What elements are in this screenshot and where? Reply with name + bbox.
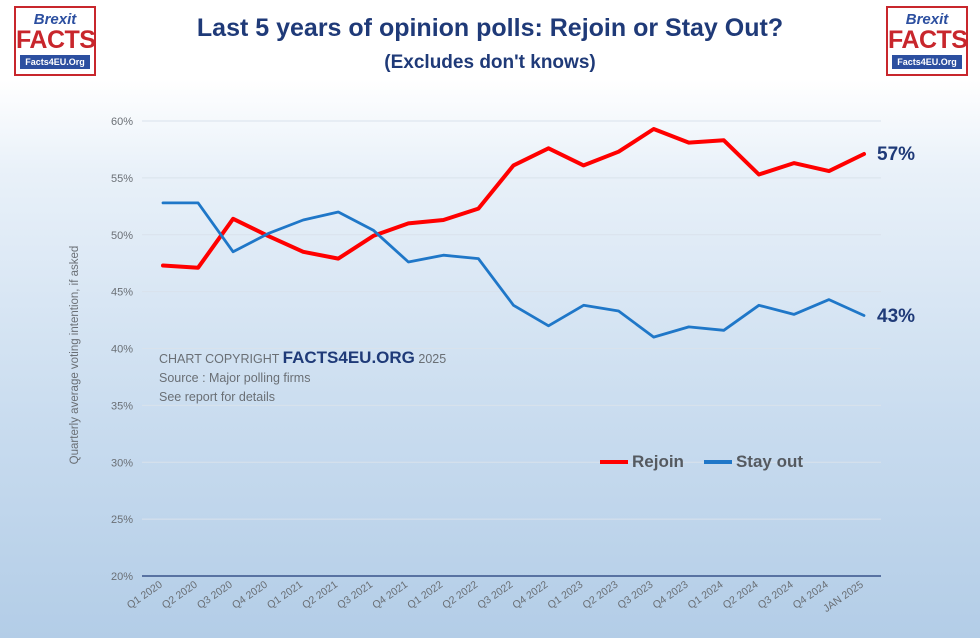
y-tick-label: 30% [111,457,133,469]
gridlines [142,120,881,577]
x-tick-label: Q4 2020 [230,579,270,612]
y-tick-label: 50% [111,230,133,242]
stay-out-end-label: 43% [877,306,916,327]
y-tick-label: 25% [111,514,133,526]
series-lines [161,127,866,339]
copyright-brand: FACTS4EU.ORG [282,348,415,367]
x-tick-label: JAN 2025 [821,579,866,615]
x-tick-label: Q2 2023 [580,579,620,612]
y-tick-label: 55% [111,173,133,185]
rejoin-end-label: 57% [877,144,916,165]
x-tick-label: Q1 2020 [125,579,165,612]
x-tick-label: Q1 2021 [265,579,305,612]
x-tick-label: Q1 2022 [405,579,445,612]
legend-item-rejoin: Rejoin [600,452,684,472]
y-tick-label: 60% [111,116,133,128]
y-tick-label: 45% [111,287,133,299]
x-tick-label: Q1 2024 [686,579,726,612]
y-tick-label: 20% [111,571,133,583]
copyright-prefix: CHART COPYRIGHT [159,352,280,366]
x-tick-label: Q2 2020 [160,579,200,612]
x-tick-label: Q3 2020 [195,579,235,612]
x-tick-label: Q2 2022 [440,579,480,612]
x-tick-label: Q3 2021 [335,579,375,612]
x-tick-label: Q2 2024 [721,579,761,612]
legend: Rejoin Stay out [600,452,823,472]
x-tick-label: Q4 2021 [370,579,410,612]
x-tick-label: Q4 2022 [510,579,550,612]
copyright-annotation: CHART COPYRIGHT FACTS4EU.ORG 2025 Source… [159,348,446,407]
report-note: See report for details [159,390,276,404]
y-axis-ticks: 20% 25% 30% 35% 40% 45% 50% 55% 60% [111,116,133,583]
x-tick-label: Q4 2023 [651,579,691,612]
y-axis-label: Quarterly average voting intention, if a… [69,245,81,465]
chart-title: Last 5 years of opinion polls: Rejoin or… [196,14,784,42]
series-line-rejoin [161,127,866,270]
copyright-year: 2025 [418,352,447,366]
source-note: Source : Major polling firms [159,371,311,385]
series-line-stay-out [161,201,866,339]
legend-swatch-rejoin [600,460,628,464]
x-tick-label: Q3 2023 [616,579,656,612]
x-tick-label: Q3 2024 [756,579,796,612]
x-tick-label: Q1 2023 [545,579,585,612]
legend-swatch-stay-out [703,460,732,464]
chart-subtitle: (Excludes don't knows) [384,52,596,73]
x-tick-label: Q2 2021 [300,579,340,612]
brexit-facts-logo-left: Brexit FACTS Facts4EU.Org [14,6,96,76]
y-tick-label: 35% [111,400,133,412]
y-tick-label: 40% [111,344,133,356]
x-tick-label: Q3 2022 [475,579,515,612]
brexit-facts-logo-right: Brexit FACTS Facts4EU.Org [886,6,968,76]
legend-item-stay-out: Stay out [703,452,803,472]
